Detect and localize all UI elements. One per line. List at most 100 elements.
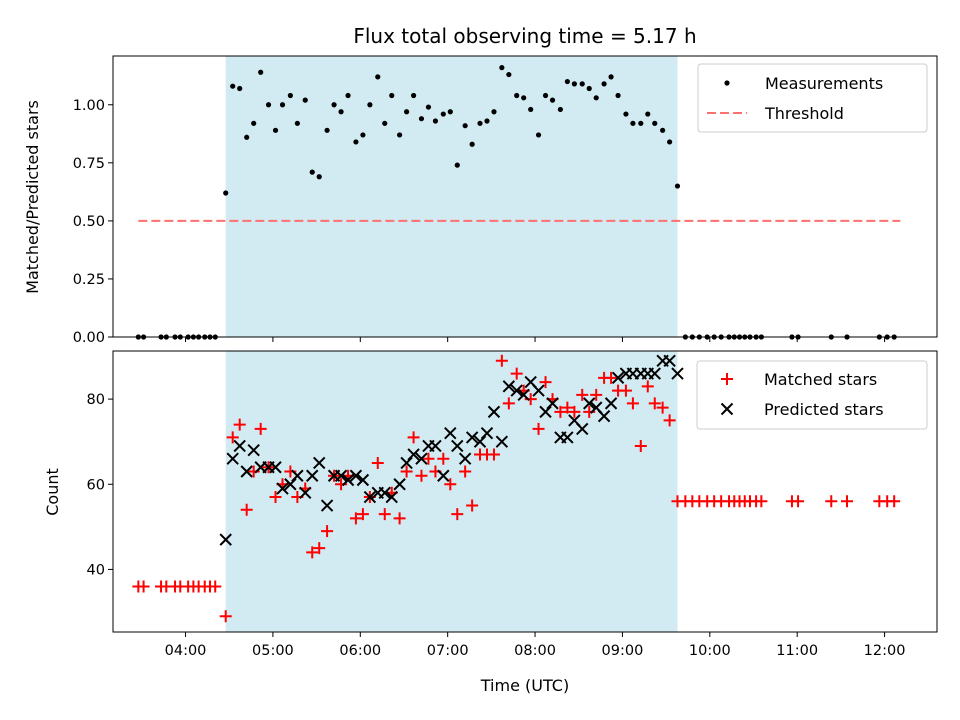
predicted-star-point: [334, 469, 348, 482]
matched-star-point: [466, 499, 479, 512]
measurement-point: [491, 109, 497, 115]
predicted-star-point: [532, 384, 545, 397]
top-y-axis-label: Matched/Predicted stars: [23, 100, 42, 294]
measurement-point: [425, 104, 432, 110]
measurement-point: [484, 118, 490, 124]
predicted-star-point: [451, 439, 464, 453]
measurement-point: [667, 139, 673, 145]
measurement-point: [477, 120, 483, 126]
matched-star-point: [371, 456, 384, 469]
legend-measurements-marker: [724, 80, 730, 86]
bottom-y-tick-label: 40: [87, 562, 105, 578]
top-legend-box: [697, 63, 928, 133]
legend-predicted-label: Predicted stars: [764, 400, 884, 419]
predicted-star-point: [247, 443, 260, 457]
matched-star-point: [825, 495, 838, 508]
x-tick-label: 07:00: [427, 643, 469, 659]
measurement-point: [499, 65, 505, 71]
measurement-point: [652, 120, 658, 126]
measurement-point: [660, 127, 666, 133]
predicted-star-point: [385, 490, 398, 504]
measurement-point: [601, 81, 607, 87]
matched-star-point: [502, 397, 515, 410]
predicted-star-point: [320, 499, 334, 512]
predicted-star-point: [444, 426, 457, 440]
predicted-star-point: [458, 452, 472, 465]
x-tick-label: 12:00: [864, 643, 906, 659]
measurement-point: [535, 132, 542, 138]
matched-star-point: [605, 371, 618, 384]
matched-star-point: [219, 610, 232, 623]
predicted-star-point: [597, 409, 611, 423]
legend-predicted-marker: [720, 402, 734, 416]
predicted-star-point: [407, 448, 420, 461]
predicted-star-point: [465, 431, 479, 444]
top-frame: [112, 55, 938, 338]
measurement-point: [302, 97, 308, 103]
top-y-tick-label: 0.00: [73, 330, 105, 346]
bottom-y-tick-label: 80: [87, 392, 105, 408]
legend-matched-label: Matched stars: [764, 370, 877, 389]
matched-star-point: [459, 465, 472, 478]
predicted-star-point: [671, 367, 684, 380]
x-tick-label: 11:00: [776, 643, 818, 659]
x-tick-label: 08:00: [514, 643, 556, 659]
matched-star-point: [487, 448, 500, 461]
matched-star-point: [539, 376, 552, 389]
predicted-star-point: [219, 533, 232, 546]
x-tick-label: 10:00: [689, 643, 731, 659]
measurement-point: [418, 116, 425, 122]
measurement-point: [265, 102, 272, 108]
measurement-point: [638, 120, 644, 126]
matched-star-point: [269, 491, 282, 504]
matched-star-point: [840, 495, 853, 508]
measurement-point: [331, 102, 337, 108]
measurement-point: [316, 174, 322, 180]
predicted-star-point: [648, 367, 661, 380]
measurement-point: [309, 169, 315, 175]
predicted-star-point: [510, 384, 523, 397]
bottom-panel: 40 60 80 04:00 05:00 06:00 07:00 08:00 09:00 10:0…: [87, 350, 938, 659]
x-tick-label: 06:00: [339, 643, 381, 659]
matched-star-point: [356, 508, 369, 521]
top-legend: Measurements Threshold: [697, 63, 928, 133]
measurement-point: [432, 118, 439, 124]
measurement-point: [542, 92, 549, 99]
matched-star-point: [378, 508, 391, 521]
measurement-point: [579, 81, 585, 87]
matched-star-point: [590, 388, 603, 401]
x-tick-label: 09:00: [602, 643, 644, 659]
measurement-point: [557, 106, 563, 113]
measurement-point: [223, 190, 229, 196]
measurement-point: [623, 111, 629, 117]
matched-star-point: [444, 478, 457, 491]
legend-measurements-label: Measurements: [765, 74, 883, 93]
matched-star-point: [792, 495, 805, 508]
measurement-point: [389, 92, 395, 99]
x-tick-label: 05:00: [252, 643, 294, 659]
predicted-star-point: [233, 439, 246, 453]
matched-star-point: [233, 418, 246, 431]
predicted-star-point: [299, 486, 312, 499]
top-y-tick-label: 0.75: [73, 156, 105, 172]
measurement-point: [674, 183, 681, 189]
measurement-point: [375, 74, 381, 80]
matched-star-point: [554, 405, 567, 418]
matched-star-point: [226, 431, 239, 444]
predicted-star-point: [495, 435, 509, 448]
measurement-point: [397, 132, 403, 138]
legend-threshold-label: Threshold: [764, 104, 844, 123]
predicted-star-point: [378, 486, 391, 499]
predicted-star-point: [356, 473, 370, 487]
predicted-star-point: [363, 490, 377, 504]
matched-star-point: [561, 401, 574, 414]
matched-star-point: [415, 469, 428, 482]
predicted-star-point: [437, 469, 450, 482]
predicted-star-point: [539, 405, 552, 419]
measurement-point: [630, 120, 636, 126]
predicted-star-point: [663, 354, 676, 367]
matched-star-point: [400, 465, 413, 478]
predicted-star-point: [561, 431, 574, 444]
predicted-star-point: [226, 452, 239, 465]
measurement-point: [287, 92, 293, 99]
